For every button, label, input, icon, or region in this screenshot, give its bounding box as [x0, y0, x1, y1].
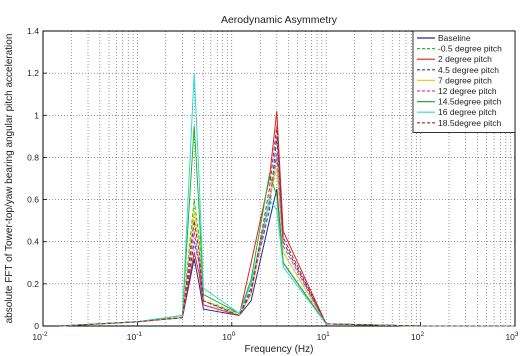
x-tick-exponent: 0	[232, 331, 236, 338]
series-line-5	[59, 153, 515, 327]
y-axis-label: absolute FFT of Tower-top/yaw bearing an…	[4, 34, 15, 324]
series-line-8	[59, 125, 515, 327]
x-axis-label: Frequency (Hz)	[245, 344, 314, 355]
x-tick-base: 10	[127, 332, 137, 342]
x-tick-exponent: 1	[326, 331, 330, 338]
series-line-7	[59, 73, 515, 327]
x-tick-base: 10	[317, 332, 327, 342]
y-tick-label: 1	[34, 110, 39, 120]
x-tick-base: 10	[32, 332, 42, 342]
chart-title: Aerodynamic Asymmetry	[221, 14, 338, 26]
y-tick-label: 1.4	[27, 26, 39, 36]
x-tick-label: 100	[222, 331, 235, 342]
legend-label: Baseline	[438, 33, 471, 43]
y-tick-label: 0.8	[27, 152, 39, 162]
y-tick-label: 0.6	[27, 195, 39, 205]
series-lines	[59, 73, 515, 327]
legend-label: 16 degree pitch	[438, 107, 497, 117]
y-tick-label: 1.2	[27, 68, 39, 78]
x-tick-base: 10	[505, 332, 515, 342]
x-tick-base: 10	[222, 332, 232, 342]
x-tick-exponent: -1	[136, 331, 142, 338]
legend-label: 7 degree pitch	[438, 75, 492, 85]
legend-label: 18.5degree pitch	[438, 118, 502, 128]
x-tick-exponent: -2	[42, 331, 48, 338]
x-tick-label: 102	[411, 331, 424, 342]
legend-label: -0.5 degree pitch	[438, 44, 502, 54]
y-tick-label: 0	[34, 321, 39, 331]
x-tick-label: 101	[317, 331, 330, 342]
x-tick-label: 10-2	[32, 331, 48, 342]
legend-label: 12 degree pitch	[438, 86, 497, 96]
x-tick-exponent: 2	[421, 331, 425, 338]
plot-frame	[42, 30, 516, 327]
y-tick-label: 0.2	[27, 279, 39, 289]
x-tick-exponent: 3	[515, 331, 519, 338]
y-tick-label: 0.4	[27, 237, 39, 247]
x-tick-base: 10	[411, 332, 421, 342]
grid	[43, 31, 515, 326]
legend-label: 14.5degree pitch	[438, 97, 502, 107]
legend-label: 2 degree pitch	[438, 54, 492, 64]
legend-label: 4.5 degree pitch	[438, 65, 499, 75]
legend-box	[412, 30, 516, 133]
x-tick-label: 10-1	[127, 331, 143, 342]
x-tick-label: 103	[505, 331, 518, 342]
